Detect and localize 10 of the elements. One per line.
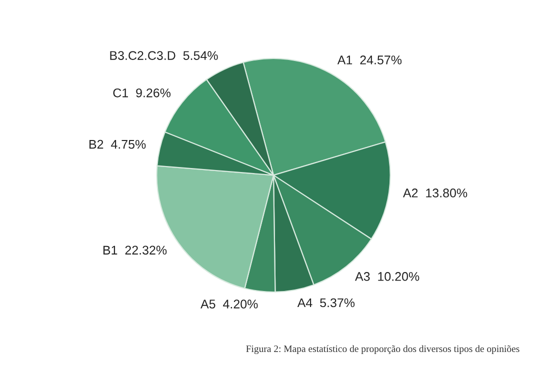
slice-label: A3 10.20% <box>355 272 420 281</box>
slice-label: A4 5.37% <box>297 298 355 308</box>
text: Figura 2: Mapa estatístico de proporção dos diversos tipos de opiniões <box>246 345 520 354</box>
slice-label: B1 22.32% <box>103 246 167 255</box>
slice-label: B2 4.75% <box>89 140 146 149</box>
slice-label: A1 24.57% <box>337 56 402 64</box>
slice-label: A5 4.20% <box>200 300 258 308</box>
slice-label: A2 13.80% <box>402 188 468 198</box>
slice-label: C1 9.26% <box>113 88 171 98</box>
slice-label: B3.C2.C3.D 5.54% <box>110 51 218 60</box>
